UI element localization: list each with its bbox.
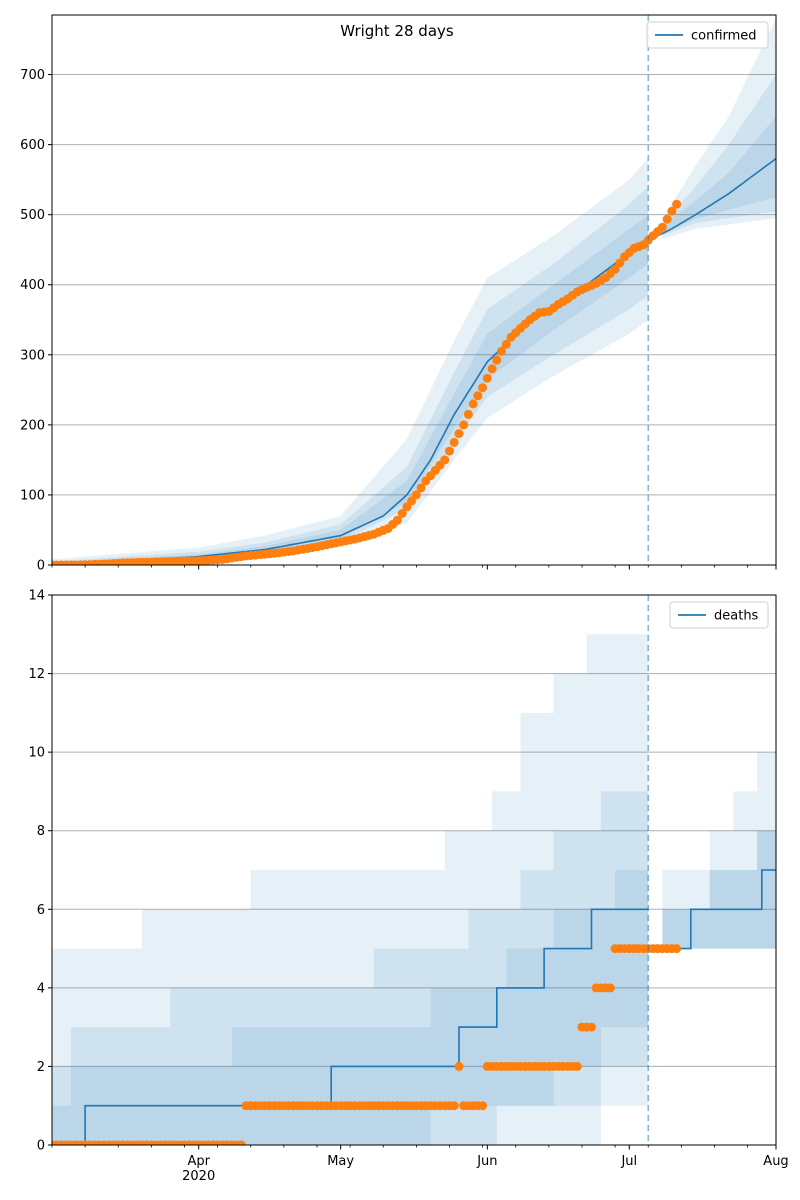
- observed-point: [449, 1101, 459, 1111]
- uncertainty-band: [662, 74, 776, 236]
- observed-point: [454, 429, 464, 439]
- uncertainty-band: [52, 158, 649, 565]
- y-tick-label: 300: [20, 348, 45, 363]
- legend-label: confirmed: [691, 29, 757, 44]
- observed-point: [449, 437, 459, 447]
- figure-title: Wright 28 days: [340, 22, 454, 40]
- observed-point: [667, 206, 677, 216]
- y-tick-label: 4: [37, 981, 45, 996]
- observed-point: [492, 355, 502, 365]
- observed-point: [657, 222, 667, 232]
- observed-point: [459, 420, 469, 430]
- y-tick-label: 700: [20, 68, 45, 83]
- y-tick-label: 600: [20, 138, 45, 153]
- observed-point: [445, 446, 454, 456]
- y-tick-label: 500: [20, 208, 45, 223]
- plot-area: [52, 595, 776, 1145]
- uncertainty-band: [662, 116, 776, 234]
- y-tick-label: 0: [37, 1139, 45, 1154]
- observed-point: [610, 264, 620, 274]
- observed-point: [407, 496, 417, 506]
- y-tick-label: 200: [20, 418, 45, 433]
- axes-frame: [51, 14, 777, 566]
- y-tick-label: 8: [37, 824, 45, 839]
- y-tick-label: 6: [37, 903, 45, 918]
- confirmed-panel: 0 100 200 300 400 500 600 700 confirmed: [20, 14, 777, 574]
- observed-point: [411, 490, 421, 500]
- observed-point: [572, 1061, 582, 1071]
- legend-box: [646, 21, 769, 49]
- uncertainty-band: [662, 752, 776, 949]
- observed-point: [463, 409, 473, 419]
- legend: deaths: [669, 601, 769, 629]
- plot-area: [52, 18, 776, 565]
- y-tick-label: 12: [28, 667, 45, 682]
- uncertainty-band: [52, 595, 649, 1145]
- observed-point: [478, 1101, 488, 1111]
- observed-point: [473, 391, 483, 401]
- y-tick-label: 14: [28, 589, 45, 604]
- x-tick-label: 2020: [182, 1169, 215, 1184]
- observed-point: [478, 383, 488, 393]
- y-tick-label: 2: [37, 1060, 45, 1075]
- x-tick-label: Jul: [620, 1154, 637, 1169]
- observed-point: [468, 399, 478, 409]
- observed-point: [487, 364, 497, 374]
- observed-point: [587, 1022, 596, 1032]
- y-tick-label: 10: [28, 746, 45, 761]
- legend-label: deaths: [714, 609, 759, 624]
- legend: confirmed: [646, 21, 769, 49]
- x-tick-label: Apr: [187, 1154, 210, 1169]
- observed-point: [662, 214, 672, 224]
- legend-box: [669, 601, 769, 629]
- x-tick-label: May: [327, 1154, 354, 1169]
- observed-point: [482, 373, 492, 383]
- axes-frame: [51, 594, 777, 1146]
- y-tick-label: 400: [20, 278, 45, 293]
- y-tick-label: 100: [20, 488, 45, 503]
- observed-point: [672, 944, 682, 954]
- uncertainty-band: [52, 752, 649, 1145]
- observed-point: [236, 1140, 246, 1145]
- uncertainty-band: [662, 18, 776, 240]
- observed-point: [454, 1061, 464, 1071]
- median-line: [52, 869, 776, 1145]
- uncertainty-band: [662, 673, 776, 949]
- x-tick-label: Jun: [476, 1154, 497, 1169]
- observed-point: [615, 258, 625, 268]
- observed-point: [397, 509, 407, 518]
- observed-point: [672, 199, 682, 209]
- observed-point: [392, 515, 402, 525]
- observed-point: [416, 483, 426, 493]
- observed-point: [440, 455, 450, 465]
- observed-point: [605, 983, 615, 993]
- uncertainty-band: [52, 712, 649, 1145]
- observed-point: [501, 339, 511, 349]
- y-tick-label: 0: [37, 559, 45, 574]
- observed-point: [497, 346, 506, 356]
- x-tick-label: Aug: [763, 1154, 788, 1169]
